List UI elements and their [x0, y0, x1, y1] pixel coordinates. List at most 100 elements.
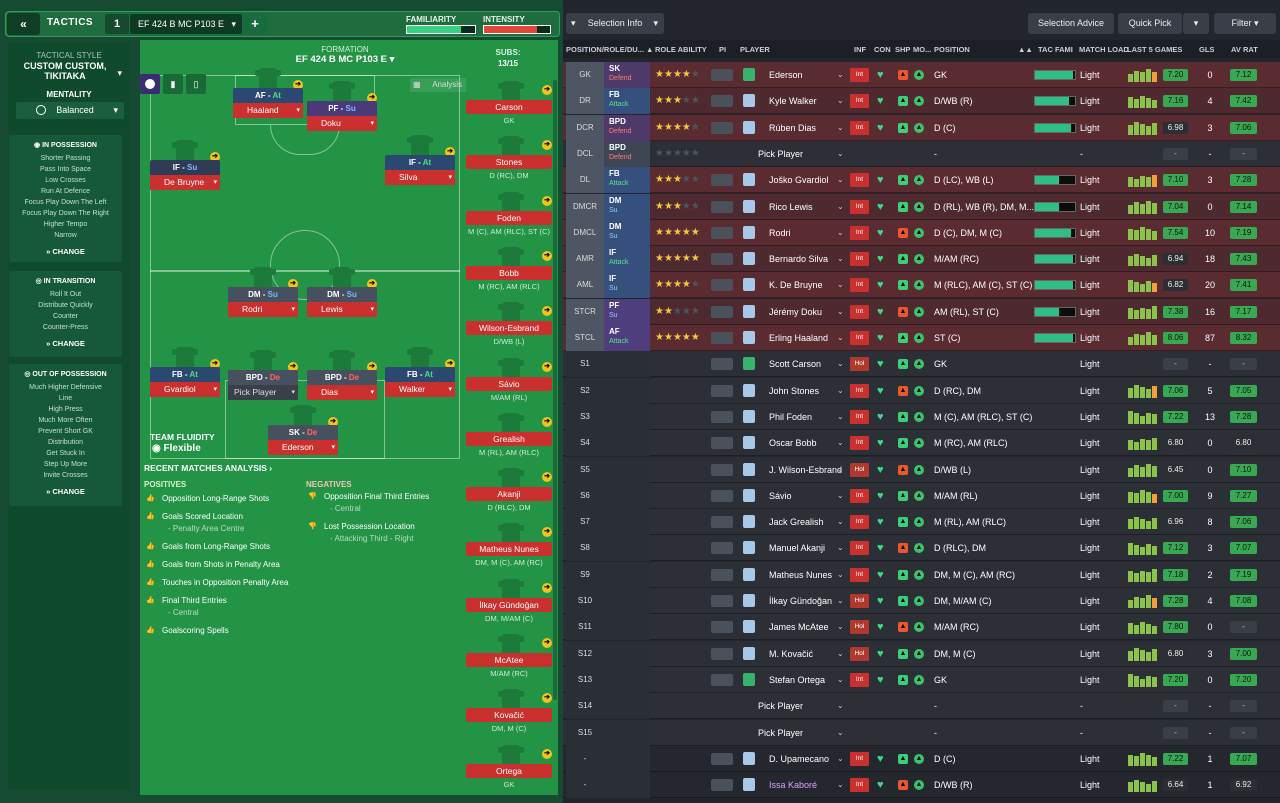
player-instruction-icon[interactable]: ➔ — [367, 362, 377, 372]
player-instructions-icon[interactable] — [711, 305, 733, 318]
chevron-down-icon[interactable]: ⌄ — [837, 148, 844, 158]
player-instructions-icon[interactable] — [711, 410, 733, 423]
tactical-style-name[interactable]: CUSTOM CUSTOM, TIKITAKA — [23, 61, 107, 81]
chevron-down-icon[interactable]: ⌄ — [837, 359, 844, 369]
table-row[interactable]: S9 Matheus Nunes ⌄ Int ♥ ▲ ▲ DM, M (C), AM (RC)… — [563, 561, 1280, 588]
player-name-dropdown[interactable]: Doku — [307, 116, 377, 131]
quick-pick-button[interactable]: Quick Pick — [1118, 13, 1182, 34]
player-role[interactable]: IF - Su — [150, 160, 220, 175]
chevron-down-icon[interactable]: ⌄ — [837, 385, 844, 395]
player-instructions-icon[interactable] — [711, 516, 733, 529]
chevron-down-icon[interactable]: ⌄ — [837, 753, 844, 763]
player-name-cell[interactable]: Jack Grealish — [769, 517, 824, 528]
chevron-down-icon[interactable]: ▾ — [117, 68, 122, 78]
table-row[interactable]: S11 James McAtee ⌄ Hol ♥ ▲ ▲ M/AM (RC) Light 7.80… — [563, 614, 1280, 641]
player-instructions-icon[interactable] — [711, 437, 733, 450]
player-card[interactable]: DM - Su Rodri — [228, 287, 298, 319]
player-role[interactable]: AF - At — [233, 88, 303, 103]
player-role[interactable]: SK - De — [268, 425, 338, 440]
player-instructions-icon[interactable] — [711, 595, 733, 607]
sub-name[interactable]: Sávio — [466, 376, 552, 391]
player-instructions-icon[interactable] — [711, 279, 733, 292]
sub-name[interactable]: McAtee — [466, 653, 552, 667]
player-role[interactable]: FB - At — [150, 367, 220, 382]
out-of-possession-change-button[interactable]: » CHANGE — [46, 487, 85, 496]
player-name-cell[interactable]: İlkay Gündoğan — [769, 596, 833, 606]
table-row[interactable]: S4 Oscar Bobb ⌄ Int ♥ ▲ ▲ M (RC), AM (RLC) Light… — [563, 430, 1280, 457]
sub-name[interactable]: Matheus Nunes — [466, 542, 552, 557]
chevron-down-icon[interactable]: ⌄ — [837, 674, 844, 684]
sub-name[interactable]: Wilson-Esbrand — [466, 321, 552, 336]
sub-name[interactable]: Grealish — [466, 431, 552, 446]
sub-instruction-icon[interactable]: ➔ — [542, 472, 552, 483]
table-row[interactable]: DR FB Attack ★★★★★ Kyle Walker ⌄ Int ♥ ▲ ▲ D/WB (R… — [563, 88, 1280, 115]
player-name-cell[interactable]: J. Wilson-Esbrand — [769, 464, 843, 475]
player-instructions-icon[interactable] — [711, 463, 733, 476]
player-instructions-icon[interactable] — [711, 200, 733, 213]
player-card[interactable]: BPD - De Pick Player — [228, 370, 298, 402]
player-card[interactable]: FB - At Gvardiol — [150, 367, 220, 399]
player-name-dropdown[interactable]: Pick Player — [228, 385, 298, 400]
player-name-dropdown[interactable]: Walker — [385, 382, 455, 397]
table-row[interactable]: DCR BPD Defend ★★★★★ Rúben Dias ⌄ Int ♥ ▲ ▲ D (C) L… — [563, 114, 1280, 141]
col-position-role[interactable]: POSITION/ROLE/DU... — [566, 45, 644, 54]
role-cell[interactable]: PF Su — [604, 298, 650, 325]
player-name-cell[interactable]: Scott Carson — [769, 359, 822, 370]
player-instructions-icon[interactable] — [711, 95, 733, 108]
player-name-dropdown[interactable]: Gvardiol — [150, 382, 220, 397]
sub-instruction-icon[interactable]: ➔ — [542, 250, 552, 261]
sort-up-icon[interactable]: ▲ — [646, 45, 654, 54]
player-card[interactable]: IF - At Silva — [385, 155, 455, 187]
player-card[interactable]: IF - Su De Bruyne — [150, 160, 220, 192]
player-instruction-icon[interactable]: ➔ — [210, 359, 220, 369]
sub-instruction-icon[interactable]: ➔ — [542, 527, 552, 538]
player-instruction-icon[interactable]: ➔ — [445, 359, 455, 369]
subs-scrollbar[interactable] — [553, 80, 557, 700]
sub-name[interactable]: Foden — [466, 210, 552, 225]
chevron-down-icon[interactable]: ⌄ — [837, 122, 844, 132]
player-role[interactable]: DM - Su — [228, 287, 298, 302]
table-row[interactable]: S15 Pick Player ⌄ - - - - - — [563, 719, 1280, 746]
col-inf[interactable]: INF — [854, 45, 867, 54]
table-row[interactable]: DMCL DM Su ★★★★★ Rodri ⌄ Int ♥ ▲ ▲ D (C), DM, M (C… — [563, 219, 1280, 246]
chevron-down-icon[interactable]: ⌄ — [837, 622, 844, 632]
player-instructions-icon[interactable] — [711, 384, 733, 397]
player-name-dropdown[interactable]: Rodri — [228, 302, 298, 317]
chevron-down-icon[interactable]: ⌄ — [837, 596, 844, 605]
sub-instruction-icon[interactable]: ➔ — [542, 361, 552, 372]
selection-info-dropdown[interactable]: ▾ Selection Info ▾ — [566, 13, 664, 34]
sub-instruction-icon[interactable]: ➔ — [542, 140, 552, 151]
in-transition-change-button[interactable]: » CHANGE — [46, 339, 85, 348]
player-name-cell[interactable]: Oscar Bobb — [769, 438, 817, 449]
player-instruction-icon[interactable]: ➔ — [445, 147, 455, 157]
col-gls[interactable]: GLS — [1199, 45, 1215, 54]
player-name-cell[interactable]: K. De Bruyne — [769, 280, 823, 291]
chevron-down-icon[interactable]: ⌄ — [837, 701, 844, 711]
col-mo[interactable]: MO... — [913, 45, 932, 54]
table-row[interactable]: S3 Phil Foden ⌄ Int ♥ ▲ ▲ M (C), AM (RLC), ST (… — [563, 403, 1280, 430]
table-row[interactable]: S6 Sávio ⌄ Int ♥ ▲ ▲ M/AM (RL) Light 7.00 9 7.27 — [563, 482, 1280, 509]
table-row[interactable]: AML IF Su ★★★★★ K. De Bruyne ⌄ Int ♥ ▲ ▲ M (RLC), … — [563, 272, 1280, 299]
player-card[interactable]: PF - Su Doku — [307, 101, 377, 133]
table-row[interactable]: S13 Stefan Ortega ⌄ Int ♥ ▲ ▲ GK Light 7.20 0 7.20 — [563, 666, 1280, 693]
sub-name[interactable]: Bobb — [466, 265, 552, 280]
col-shp[interactable]: SHP — [895, 45, 911, 54]
role-cell[interactable]: AF Attack — [604, 325, 650, 351]
player-instructions-icon[interactable] — [711, 647, 733, 660]
player-name-cell[interactable]: Jérémy Doku — [769, 306, 823, 317]
player-name-cell[interactable]: Ederson — [769, 70, 803, 80]
table-row[interactable]: - D. Upamecano ⌄ Int ♥ ▲ ▲ D (C) Light 7.22 1 7.07 — [563, 745, 1280, 772]
player-instructions-icon[interactable] — [711, 542, 733, 555]
sub-instruction-icon[interactable]: ➔ — [542, 638, 552, 648]
player-view-button[interactable] — [140, 74, 160, 94]
table-row[interactable]: S2 John Stones ⌄ Int ♥ ▲ ▲ D (RC), DM Light 7.06 5… — [563, 377, 1280, 404]
player-card[interactable]: AF - At Haaland — [233, 88, 303, 120]
back-button[interactable]: « — [7, 13, 40, 35]
player-name-dropdown[interactable]: Ederson — [268, 440, 338, 455]
table-row[interactable]: S8 Manuel Akanji ⌄ Int ♥ ▲ ▲ D (RLC), DM Light 7.… — [563, 535, 1280, 562]
tactic-slot-number[interactable]: 1 — [105, 14, 129, 34]
player-instruction-icon[interactable]: ➔ — [288, 362, 298, 372]
player-name-cell[interactable]: John Stones — [769, 385, 820, 396]
player-instructions-icon[interactable] — [711, 174, 733, 187]
player-role[interactable]: IF - At — [385, 155, 455, 170]
